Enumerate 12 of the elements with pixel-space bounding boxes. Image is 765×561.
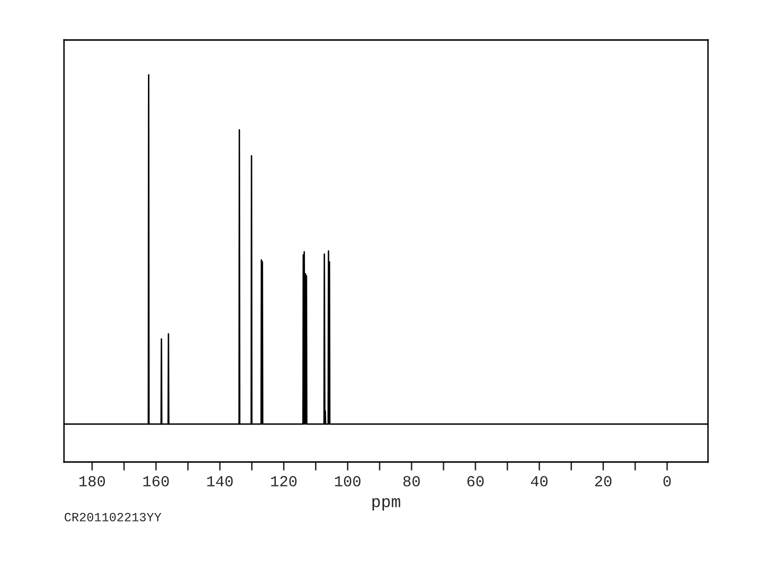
x-tick-label: 40	[530, 476, 548, 486]
x-tick-label: 180	[79, 476, 105, 486]
x-tick-label: 120	[271, 476, 297, 486]
x-tick-label: 160	[143, 476, 169, 486]
text: CR201102213YY	[64, 512, 162, 522]
x-tick-label: 20	[595, 476, 612, 486]
x-tick-label: 0	[663, 476, 671, 486]
x-tick-label: 140	[207, 476, 233, 486]
x-tick-label: 80	[403, 476, 420, 486]
x-tick-label: 100	[335, 476, 360, 486]
x-tick-label: 60	[467, 476, 484, 486]
x-axis-title: ppm	[372, 498, 400, 511]
